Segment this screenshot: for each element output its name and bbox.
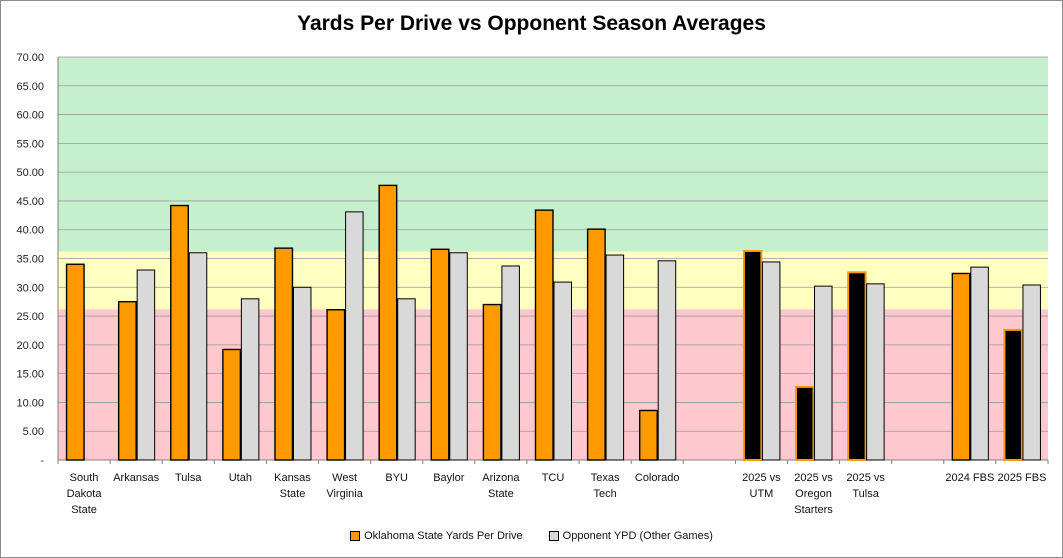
x-tick-label: West [332, 472, 357, 484]
x-tick-label: 2025 vs [794, 472, 833, 484]
y-tick-label: 10.00 [16, 397, 44, 409]
y-tick-label: - [40, 455, 44, 467]
bar-oklahoma-state [326, 309, 346, 461]
bar-oklahoma-state [274, 247, 294, 461]
x-tick-label: Kansas [274, 472, 311, 484]
x-tick-label: Texas [591, 472, 620, 484]
chart-title: Yards Per Drive vs Opponent Season Avera… [297, 12, 766, 35]
bar-oklahoma-state [378, 184, 398, 461]
x-tick-label: Starters [794, 504, 833, 516]
bar-oklahoma-state [482, 303, 502, 461]
bar-oklahoma-state [639, 409, 658, 461]
y-tick-label: 70.00 [16, 52, 44, 64]
y-tick-label: 65.00 [16, 81, 44, 93]
bar-oklahoma-state [65, 263, 85, 461]
y-tick-label: 55.00 [16, 138, 44, 150]
x-tick-label: 2025 vs [846, 472, 885, 484]
x-tick-label: 2025 vs [742, 472, 781, 484]
x-tick-label: Tulsa [175, 472, 202, 484]
y-tick-label: 15.00 [16, 369, 44, 381]
bar-opponent [657, 260, 677, 461]
x-tick-label: Tech [593, 488, 616, 500]
x-tick-label: BYU [385, 472, 408, 484]
legend-swatch-opponent [548, 531, 559, 541]
x-tick-label: 2024 FBS [945, 472, 994, 484]
x-tick-label: TCU [542, 472, 565, 484]
x-tick-label: State [71, 504, 97, 516]
bar-opponent [501, 265, 520, 461]
legend-swatch-oklahoma-state [350, 531, 361, 541]
bar-oklahoma-state [586, 228, 606, 461]
legend-item-oklahoma-state: Oklahoma State Yards Per Drive [350, 530, 523, 542]
bar-oklahoma-state [534, 209, 554, 461]
bar-opponent [345, 211, 364, 461]
x-tick-label: South [70, 472, 99, 484]
y-tick-label: 40.00 [16, 225, 44, 237]
x-tick-label: 2025 FBS [997, 472, 1046, 484]
legend-label-opponent: Opponent YPD (Other Games) [562, 530, 713, 542]
y-tick-label: 20.00 [16, 340, 44, 352]
y-tick-label: 25.00 [16, 311, 44, 323]
bar-opponent [188, 252, 208, 461]
bar-opponent [240, 298, 260, 461]
y-tick-label: 45.00 [16, 196, 44, 208]
bar-oklahoma-state [222, 348, 242, 461]
bar-opponent [292, 286, 312, 461]
bar-opponent [136, 269, 156, 461]
x-tick-label: Baylor [433, 472, 465, 484]
x-tick-label: Tulsa [852, 488, 879, 500]
bar-oklahoma-state [951, 272, 971, 461]
y-tick-label: 60.00 [16, 110, 44, 122]
y-tick-label: 5.00 [23, 426, 44, 438]
x-tick-label: Oregon [795, 488, 832, 500]
bar-opponent [1022, 284, 1041, 461]
bar-opponent [397, 298, 416, 461]
x-tick-label: Dakota [67, 488, 103, 500]
bar-oklahoma-state [430, 248, 450, 461]
x-tick-label: UTM [750, 488, 774, 500]
x-tick-label: Utah [229, 472, 252, 484]
legend-item-opponent: Opponent YPD (Other Games) [548, 530, 713, 542]
x-tick-label: State [488, 488, 514, 500]
x-tick-label: Colorado [635, 472, 680, 484]
bar-oklahoma-state [795, 385, 815, 461]
y-tick-label: 50.00 [16, 167, 44, 179]
x-tick-label: State [280, 488, 306, 500]
bar-opponent [866, 283, 885, 461]
bar-oklahoma-state [742, 250, 763, 461]
y-tick-label: 35.00 [16, 254, 44, 266]
bar-opponent [449, 252, 468, 461]
bar-opponent [814, 285, 833, 461]
bar-opponent [605, 254, 625, 461]
bar-oklahoma-state [847, 271, 867, 461]
y-tick-label: 30.00 [16, 282, 44, 294]
legend-label-oklahoma-state: Oklahoma State Yards Per Drive [364, 530, 523, 542]
bar-oklahoma-state [117, 300, 137, 461]
x-tick-label: Arkansas [113, 472, 159, 484]
bar-oklahoma-state [170, 204, 189, 461]
bar-opponent [553, 281, 572, 461]
bar-opponent [761, 261, 781, 461]
x-tick-label: Arizona [482, 472, 520, 484]
bar-oklahoma-state [1003, 328, 1023, 462]
chart-legend: Oklahoma State Yards Per Drive Opponent … [0, 530, 1063, 542]
x-tick-label: Virginia [326, 488, 363, 500]
bar-opponent [970, 266, 989, 461]
